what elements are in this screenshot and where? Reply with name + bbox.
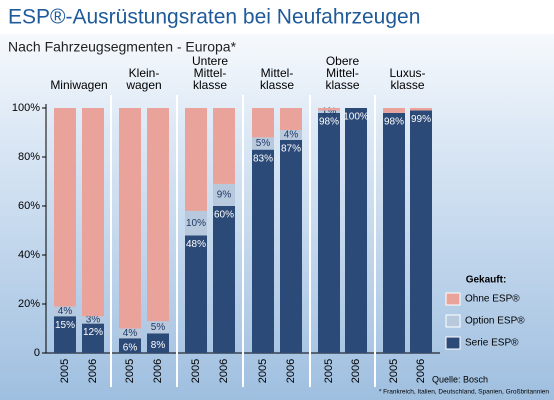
bar-segment	[280, 130, 302, 140]
bar-segment	[82, 316, 104, 324]
legend-swatch	[445, 314, 461, 328]
value-label: 60%	[214, 210, 234, 221]
bar-segment	[410, 108, 432, 111]
x-tick-label: 2006	[218, 359, 230, 383]
x-tick-label: 2006	[87, 359, 99, 383]
y-tick-label: 0	[34, 347, 40, 359]
bar-segment	[54, 316, 76, 353]
group-label: Untere	[192, 54, 228, 68]
group-label: Mittel-	[194, 66, 227, 80]
group-label: Mittel-	[326, 66, 359, 80]
value-label: 12%	[83, 327, 103, 338]
value-label: 99%	[411, 114, 431, 125]
group-label: Mittel-	[261, 66, 294, 80]
footnote: * Frankreich, Italien, Deutschland, Span…	[379, 389, 550, 396]
value-label: 9%	[217, 190, 232, 201]
bar-segment	[147, 321, 169, 334]
title-band	[0, 0, 554, 34]
group-label: klasse	[193, 78, 227, 92]
legend-label: Serie ESP®	[465, 338, 519, 349]
value-label: 3%	[86, 315, 101, 326]
bar-segment	[383, 112, 405, 354]
legend-label: Option ESP®	[465, 316, 525, 327]
group-label: klasse	[390, 78, 424, 92]
bar-segment	[147, 333, 169, 353]
bar-segment	[345, 108, 367, 353]
x-tick-label: 2006	[285, 359, 297, 383]
value-label: 4%	[58, 306, 73, 317]
legend-title: Gekauft:	[466, 275, 507, 286]
value-label: 100%	[343, 112, 369, 123]
bar-segment	[119, 338, 141, 353]
value-label: 5%	[151, 322, 166, 333]
bar-segment	[318, 112, 340, 354]
y-tick-label: 80%	[18, 151, 40, 163]
x-tick-label: 2005	[124, 359, 136, 383]
bar-segment	[252, 149, 274, 353]
bar-segment	[82, 108, 104, 317]
group-label: Obere	[326, 54, 360, 68]
bar-segment	[280, 108, 302, 131]
bar-segment	[54, 108, 76, 307]
bar-segment	[213, 183, 235, 206]
bar-segment	[252, 137, 274, 150]
group-label: Miniwagen	[50, 78, 107, 92]
bar-segment	[147, 108, 169, 322]
value-label: 98%	[384, 117, 404, 128]
y-tick-label: 40%	[18, 249, 40, 261]
legend-swatch	[445, 292, 461, 306]
bar-segment	[383, 108, 405, 113]
x-tick-label: 2005	[388, 359, 400, 383]
x-tick-label: 2006	[415, 359, 427, 383]
value-label: 1%	[322, 106, 337, 117]
bar-segment	[119, 108, 141, 329]
x-tick-label: 2005	[190, 359, 202, 383]
bar-segment	[213, 206, 235, 353]
bar-segment	[213, 108, 235, 184]
value-label: 5%	[256, 138, 271, 149]
bar-segment	[185, 210, 207, 236]
value-label: 4%	[284, 130, 299, 141]
value-label: 98%	[319, 117, 339, 128]
x-tick-label: 2006	[350, 359, 362, 383]
value-label: 15%	[55, 320, 75, 331]
bar-segment	[54, 306, 76, 317]
bar-segment	[119, 328, 141, 339]
value-label: 6%	[123, 342, 138, 353]
y-tick-label: 100%	[12, 102, 40, 114]
legend-label: Ohne ESP®	[465, 294, 520, 305]
value-label: 4%	[123, 328, 138, 339]
legend-swatch	[445, 336, 461, 350]
value-label: 10%	[186, 218, 206, 229]
value-label: 87%	[281, 143, 301, 154]
value-label: 83%	[253, 153, 273, 164]
group-label: klasse	[325, 78, 359, 92]
source: Quelle: Bosch	[432, 374, 488, 384]
group-label: Luxus-	[389, 66, 425, 80]
bar-segment	[280, 139, 302, 353]
bar-segment	[252, 108, 274, 138]
bar-segment	[185, 108, 207, 211]
chart-subtitle: Nach Fahrzeugsegmenten - Europa*	[8, 39, 237, 55]
bar-segment	[318, 108, 340, 111]
x-tick-label: 2005	[257, 359, 269, 383]
y-tick-label: 20%	[18, 298, 40, 310]
x-tick-label: 2005	[323, 359, 335, 383]
bar-segment	[185, 235, 207, 353]
chart-title: ESP®-Ausrüstungsraten bei Neufahrzeugen	[8, 6, 420, 29]
group-label: Klein-	[129, 66, 160, 80]
bar-segment	[82, 323, 104, 353]
group-label: klasse	[260, 78, 294, 92]
bar-segment	[410, 110, 432, 353]
x-tick-label: 2006	[152, 359, 164, 383]
bar-segment	[318, 110, 340, 113]
x-tick-label: 2005	[59, 359, 71, 383]
y-tick-label: 60%	[18, 200, 40, 212]
value-label: 8%	[151, 340, 166, 351]
group-label: wagen	[125, 78, 161, 92]
value-label: 48%	[186, 239, 206, 250]
